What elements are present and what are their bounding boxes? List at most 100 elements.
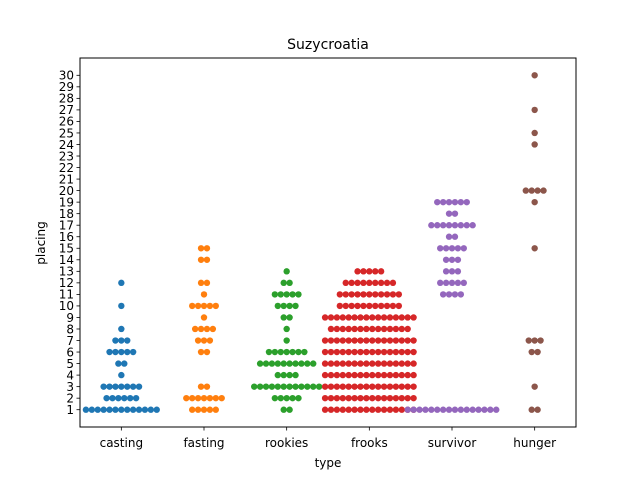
data-point xyxy=(522,187,530,194)
data-point xyxy=(460,245,467,252)
data-point xyxy=(345,360,352,367)
data-point xyxy=(292,371,299,379)
data-point xyxy=(333,314,341,321)
data-point xyxy=(295,394,302,402)
data-point xyxy=(203,245,211,252)
data-point xyxy=(398,371,405,379)
data-point xyxy=(274,383,282,390)
data-point xyxy=(203,279,211,287)
data-point xyxy=(386,371,394,379)
data-point xyxy=(531,198,538,206)
data-point xyxy=(457,291,465,298)
data-point xyxy=(277,291,284,298)
data-point xyxy=(487,406,494,413)
data-point xyxy=(339,371,346,379)
data-point xyxy=(363,383,370,390)
data-point xyxy=(327,360,335,367)
data-point xyxy=(118,383,125,390)
data-point xyxy=(360,302,367,310)
data-point xyxy=(124,348,131,356)
data-point xyxy=(374,314,382,321)
data-point xyxy=(357,337,364,344)
data-point xyxy=(121,360,128,367)
data-point xyxy=(369,371,376,379)
data-point xyxy=(286,371,293,379)
data-point xyxy=(357,371,364,379)
y-tick-label: 15 xyxy=(59,242,74,256)
data-point xyxy=(369,360,376,367)
data-point xyxy=(410,337,417,344)
data-point xyxy=(404,348,411,356)
data-point xyxy=(333,371,341,379)
data-point xyxy=(274,302,282,310)
data-point xyxy=(124,406,131,413)
data-point xyxy=(369,314,376,321)
data-point xyxy=(112,348,119,356)
y-tick-label: 30 xyxy=(59,69,74,83)
data-point xyxy=(439,291,447,298)
data-point xyxy=(283,268,290,275)
data-point xyxy=(203,325,211,333)
data-point xyxy=(268,360,276,367)
data-point xyxy=(212,406,219,413)
data-point xyxy=(410,394,417,402)
data-point xyxy=(203,348,211,356)
data-point xyxy=(351,325,358,333)
y-axis: 1234567891011121314151617181920212223242… xyxy=(59,69,80,417)
data-point xyxy=(351,383,358,390)
data-point xyxy=(203,256,211,263)
data-point xyxy=(339,325,346,333)
data-point xyxy=(410,348,417,356)
data-point xyxy=(372,279,379,287)
data-point xyxy=(333,337,341,344)
data-point xyxy=(454,268,462,275)
data-point xyxy=(206,406,214,413)
data-point xyxy=(366,268,373,275)
data-point xyxy=(315,383,323,390)
data-point xyxy=(280,314,287,321)
data-point xyxy=(100,383,107,390)
data-point xyxy=(386,337,394,344)
x-tick-label: fasting xyxy=(183,436,224,450)
data-point xyxy=(339,314,346,321)
data-point xyxy=(147,406,155,413)
data-point xyxy=(422,406,429,413)
data-point xyxy=(437,245,444,252)
data-point xyxy=(357,383,364,390)
data-point xyxy=(428,222,435,229)
data-point xyxy=(277,348,284,356)
x-tick-label: casting xyxy=(100,436,143,450)
data-point xyxy=(298,360,305,367)
y-tick-label: 18 xyxy=(59,207,74,221)
data-point xyxy=(386,383,394,390)
data-point xyxy=(392,337,400,344)
data-point xyxy=(292,302,299,310)
data-point xyxy=(354,302,361,310)
data-point xyxy=(271,348,279,356)
data-point xyxy=(339,383,346,390)
data-point xyxy=(327,383,335,390)
data-point xyxy=(398,383,405,390)
data-point xyxy=(366,302,373,310)
data-point xyxy=(268,383,276,390)
data-point xyxy=(374,383,382,390)
y-tick-label: 10 xyxy=(59,299,74,313)
swarm-series-casting xyxy=(82,279,160,413)
data-point xyxy=(345,337,352,344)
data-point xyxy=(410,383,417,390)
data-point xyxy=(333,406,341,413)
data-point xyxy=(345,371,352,379)
data-point xyxy=(118,325,125,333)
data-point xyxy=(283,348,290,356)
data-point xyxy=(321,314,329,321)
data-point xyxy=(380,360,388,367)
data-point xyxy=(200,406,208,413)
data-point xyxy=(445,233,453,240)
data-point xyxy=(112,337,119,344)
data-point xyxy=(369,337,376,344)
data-point xyxy=(454,279,462,287)
data-point xyxy=(392,383,400,390)
data-point xyxy=(392,371,400,379)
data-point xyxy=(360,268,367,275)
data-point xyxy=(469,222,476,229)
